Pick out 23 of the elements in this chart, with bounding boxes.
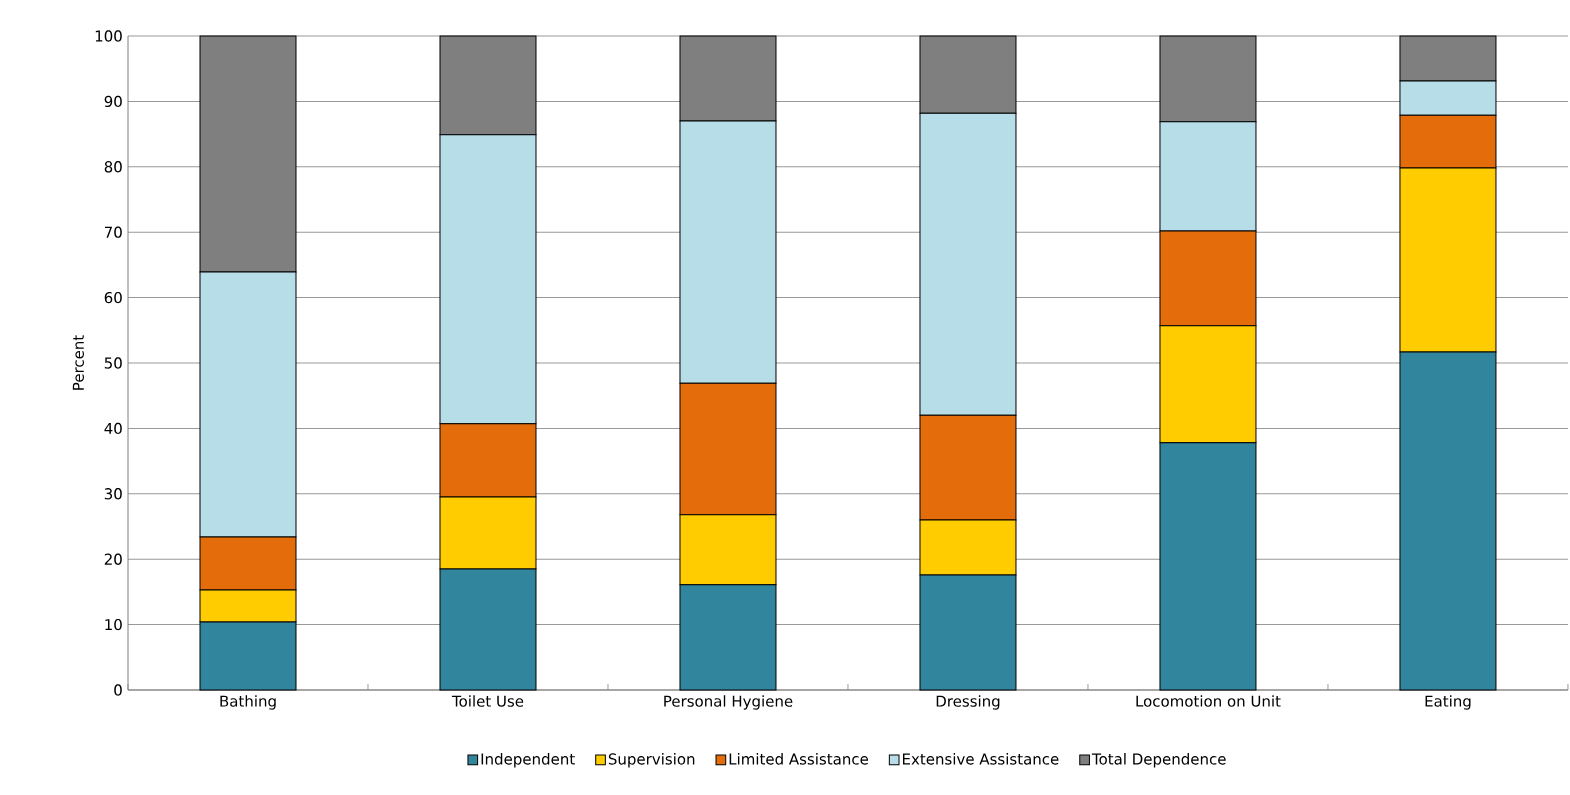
y-tick-label: 90 (104, 95, 122, 108)
y-tick-label: 20 (104, 553, 122, 565)
y-tick-label: 0 (114, 684, 122, 696)
y-tick-label: 30 (104, 488, 122, 500)
y-tick-label: 70 (104, 226, 122, 238)
legend-label: Extensive Assistance (902, 753, 1059, 765)
x-tick-label: Toilet Use (451, 695, 524, 707)
x-tick-label: Eating (1425, 695, 1471, 710)
legend-label: Limited Assistance (729, 753, 869, 765)
y-tick-label: 100 (95, 30, 122, 42)
x-tick-label: Personal Hygiene (664, 695, 793, 710)
y-tick-label: 10 (105, 618, 122, 631)
legend-label: Independent (481, 753, 575, 768)
legend-label: Total Dependence (1091, 753, 1226, 768)
x-tick-label: Bathing (220, 695, 276, 710)
y-tick-label: 40 (104, 422, 122, 435)
y-tick-label: 50 (104, 357, 122, 369)
legend-label: Supervision (608, 753, 695, 768)
y-axis-title: Percent (72, 335, 84, 390)
x-tick-label: Locomotion on Unit (1136, 695, 1281, 707)
y-tick-label: 80 (104, 161, 122, 173)
x-tick-label: Dressing (936, 695, 1000, 710)
y-tick-label: 60 (104, 291, 122, 304)
